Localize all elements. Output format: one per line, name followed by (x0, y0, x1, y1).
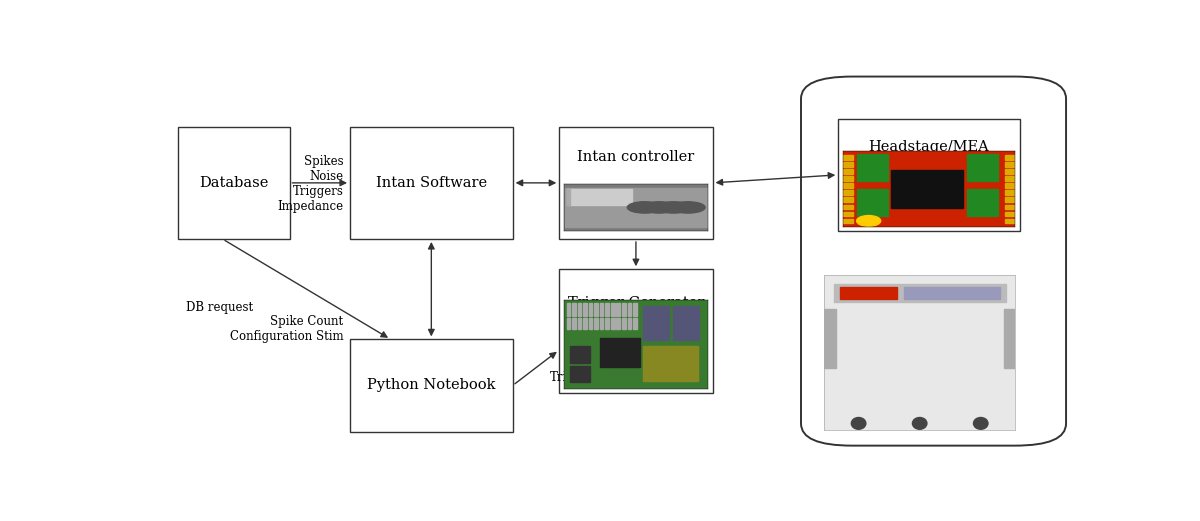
Bar (1003, 308, 1015, 368)
Circle shape (857, 216, 881, 226)
FancyBboxPatch shape (802, 77, 1066, 445)
Bar (1004, 190, 1015, 195)
Bar (634, 303, 637, 316)
Bar (566, 318, 570, 329)
Bar (842, 176, 853, 181)
Bar (842, 155, 853, 160)
Bar (643, 346, 698, 380)
Text: Incubator: Incubator (892, 391, 965, 404)
Bar (611, 318, 614, 329)
Bar (628, 303, 631, 316)
Bar (842, 183, 853, 188)
Text: Python Notebook: Python Notebook (367, 378, 496, 392)
Bar (842, 205, 853, 209)
Circle shape (642, 202, 677, 213)
Bar (842, 212, 853, 216)
Bar (857, 154, 888, 181)
Bar (622, 303, 625, 316)
Bar (600, 339, 641, 367)
Bar (594, 318, 598, 329)
FancyBboxPatch shape (839, 119, 1020, 231)
Bar (572, 303, 576, 316)
Bar (566, 189, 631, 205)
Bar (566, 303, 570, 316)
Text: Intan Software: Intan Software (376, 176, 487, 190)
Bar (643, 306, 670, 340)
FancyBboxPatch shape (350, 127, 512, 239)
Text: Headstage/MEA: Headstage/MEA (869, 140, 989, 154)
Bar (1004, 169, 1015, 174)
Bar (842, 197, 853, 202)
Bar (967, 189, 997, 216)
Bar (617, 303, 620, 316)
FancyBboxPatch shape (350, 339, 512, 431)
Text: DB request: DB request (186, 301, 253, 314)
Bar (673, 306, 700, 340)
Circle shape (671, 202, 706, 213)
Bar (1004, 162, 1015, 167)
Bar (589, 303, 593, 316)
FancyBboxPatch shape (559, 127, 713, 239)
Bar (1004, 176, 1015, 181)
Bar (583, 318, 587, 329)
Bar (628, 318, 631, 329)
Text: Triggers: Triggers (550, 371, 601, 384)
Bar (589, 318, 593, 329)
FancyBboxPatch shape (178, 127, 289, 239)
Bar (570, 346, 589, 363)
Circle shape (656, 202, 691, 213)
Circle shape (973, 417, 988, 429)
Bar (967, 154, 997, 181)
Bar (594, 303, 598, 316)
Bar (842, 190, 853, 195)
Bar (622, 318, 625, 329)
Bar (565, 188, 707, 227)
Bar (600, 318, 604, 329)
Circle shape (912, 417, 926, 429)
Bar (892, 170, 964, 208)
Bar (583, 303, 587, 316)
Bar (834, 284, 1006, 303)
Bar (1004, 197, 1015, 202)
Text: Trigger Generator: Trigger Generator (568, 296, 704, 310)
Bar (905, 287, 1000, 300)
Bar (566, 189, 570, 205)
Bar (606, 318, 610, 329)
Bar (824, 308, 835, 368)
Bar (577, 303, 581, 316)
Bar (1004, 183, 1015, 188)
Bar (840, 287, 896, 300)
Bar (857, 189, 888, 216)
Circle shape (851, 417, 866, 429)
Bar (572, 318, 576, 329)
Bar (577, 318, 581, 329)
Bar (842, 169, 853, 174)
Bar (570, 366, 589, 382)
Bar (617, 318, 620, 329)
Bar (1004, 212, 1015, 216)
Text: Database: Database (199, 176, 269, 190)
Bar (1004, 205, 1015, 209)
Bar (606, 303, 610, 316)
FancyBboxPatch shape (559, 269, 713, 393)
Bar (842, 219, 853, 223)
Bar (611, 303, 614, 316)
Bar (842, 162, 853, 167)
Text: Spikes
Noise
Triggers
Impedance: Spikes Noise Triggers Impedance (277, 155, 343, 213)
Text: Spike Count
Configuration Stim: Spike Count Configuration Stim (230, 315, 343, 343)
Bar (600, 303, 604, 316)
Circle shape (628, 202, 662, 213)
Bar (634, 318, 637, 329)
Text: Intan controller: Intan controller (577, 150, 695, 164)
Bar (1004, 219, 1015, 223)
Bar (1004, 155, 1015, 160)
